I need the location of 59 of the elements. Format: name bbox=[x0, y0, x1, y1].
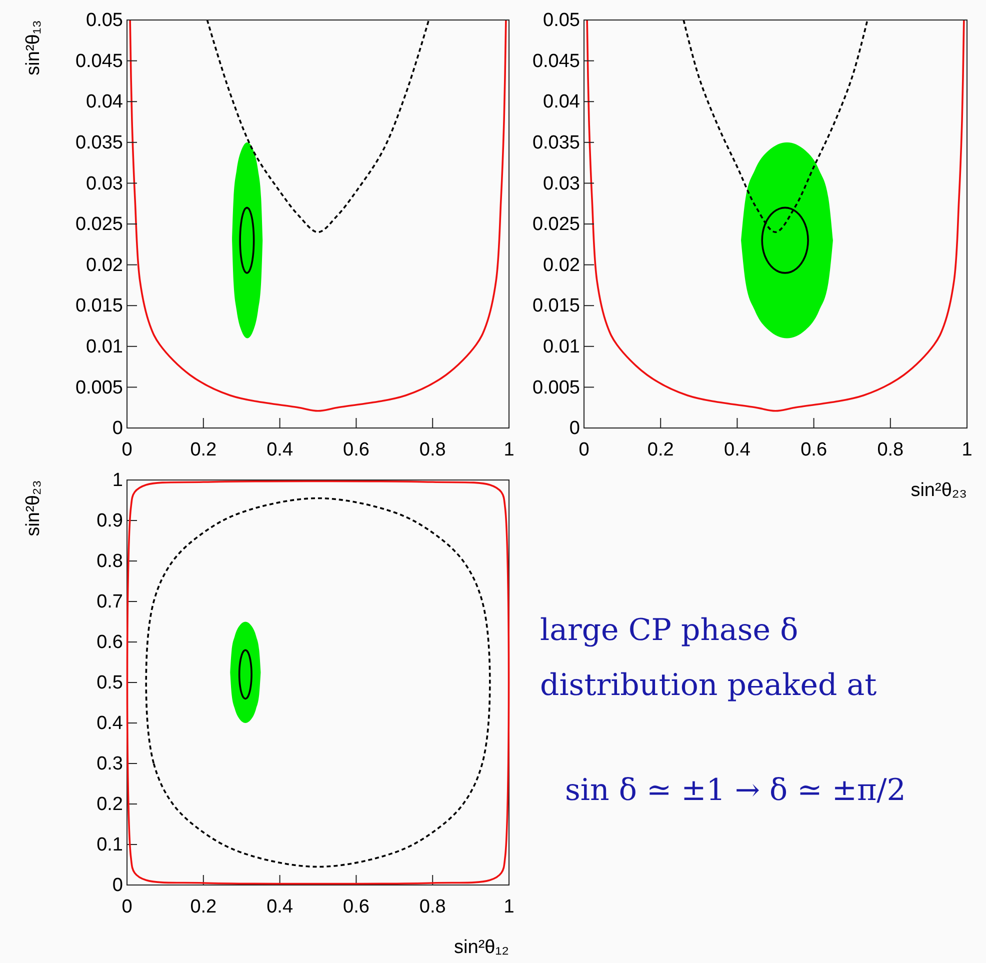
text: sin δ ≃ ±1 → δ ≃ ±π/2 bbox=[565, 773, 906, 808]
y-tick-label: 0.2 bbox=[96, 794, 123, 816]
y-tick-label: 0.05 bbox=[86, 10, 123, 32]
y-tick-label: 0.045 bbox=[532, 50, 580, 72]
y-tick-label: 0.9 bbox=[96, 510, 123, 532]
text: distribution peaked at bbox=[540, 668, 877, 703]
y-tick-label: 0.01 bbox=[86, 336, 123, 358]
x-tick-label: 0.6 bbox=[342, 439, 370, 460]
y-tick-label: 0.035 bbox=[532, 132, 580, 154]
y-tick-label: 0.03 bbox=[543, 173, 580, 194]
x-tick-label: 0.4 bbox=[266, 896, 294, 918]
x-tick-label: 0.8 bbox=[419, 896, 446, 918]
x-tick-label: 0.8 bbox=[877, 439, 904, 460]
x-tick-label: 1 bbox=[504, 896, 514, 918]
x-tick-label: 0.4 bbox=[724, 439, 751, 460]
y-tick-label: 0.045 bbox=[75, 50, 123, 72]
x-axis-title: sin²θ₁₂ bbox=[454, 937, 509, 958]
x-tick-label: 1 bbox=[962, 439, 972, 460]
y-tick-label: 0.035 bbox=[75, 132, 123, 154]
y-tick-label: 0.015 bbox=[532, 296, 580, 317]
y-tick-label: 0.025 bbox=[532, 214, 580, 236]
x-tick-label: 0.6 bbox=[800, 439, 828, 460]
y-tick-label: 0 bbox=[112, 418, 123, 440]
y-tick-label: 0.005 bbox=[532, 377, 580, 398]
y-tick-label: 0.05 bbox=[543, 10, 580, 32]
y-tick-label: 0.04 bbox=[543, 92, 580, 113]
line-series bbox=[206, 19, 430, 234]
y-tick-label: 0 bbox=[569, 418, 580, 440]
x-tick-label: 0.8 bbox=[419, 439, 446, 460]
x-tick-label: 0.2 bbox=[190, 439, 217, 460]
y-tick-label: 0.02 bbox=[543, 254, 580, 276]
y-tick-label: 0.7 bbox=[96, 592, 123, 613]
y-tick-label: 0.1 bbox=[96, 834, 123, 856]
y-tick-label: 0.8 bbox=[96, 551, 123, 572]
y-tick-label: 1 bbox=[112, 470, 123, 492]
x-axis-title: sin²θ₂₃ bbox=[910, 480, 967, 501]
x-tick-label: 1 bbox=[504, 439, 514, 460]
y-axis-title: sin²θ₁₃ bbox=[23, 20, 44, 76]
y-tick-label: 0.04 bbox=[86, 92, 124, 113]
x-tick-label: 0.2 bbox=[190, 896, 217, 918]
line-series bbox=[682, 19, 868, 234]
text: large CP phase δ bbox=[540, 613, 798, 648]
x-tick-label: 0.6 bbox=[342, 896, 370, 918]
y-tick-label: 0.3 bbox=[96, 754, 123, 775]
y-tick-label: 0.01 bbox=[543, 336, 580, 358]
y-tick-label: 0.4 bbox=[96, 713, 124, 734]
y-tick-label: 0 bbox=[112, 875, 123, 896]
y-tick-label: 0.6 bbox=[96, 632, 123, 654]
y-tick-label: 0.03 bbox=[86, 173, 123, 194]
y-axis-title: sin²θ₂₃ bbox=[23, 480, 44, 536]
x-tick-label: 0.2 bbox=[647, 439, 674, 460]
x-tick-label: 0.4 bbox=[266, 439, 294, 460]
y-tick-label: 0.015 bbox=[75, 296, 123, 317]
y-tick-label: 0.025 bbox=[75, 214, 123, 236]
y-tick-label: 0.02 bbox=[86, 254, 123, 276]
line-series bbox=[586, 19, 965, 412]
line-series bbox=[129, 19, 507, 412]
y-tick-label: 0.005 bbox=[75, 377, 123, 398]
y-tick-label: 0.5 bbox=[96, 672, 123, 694]
